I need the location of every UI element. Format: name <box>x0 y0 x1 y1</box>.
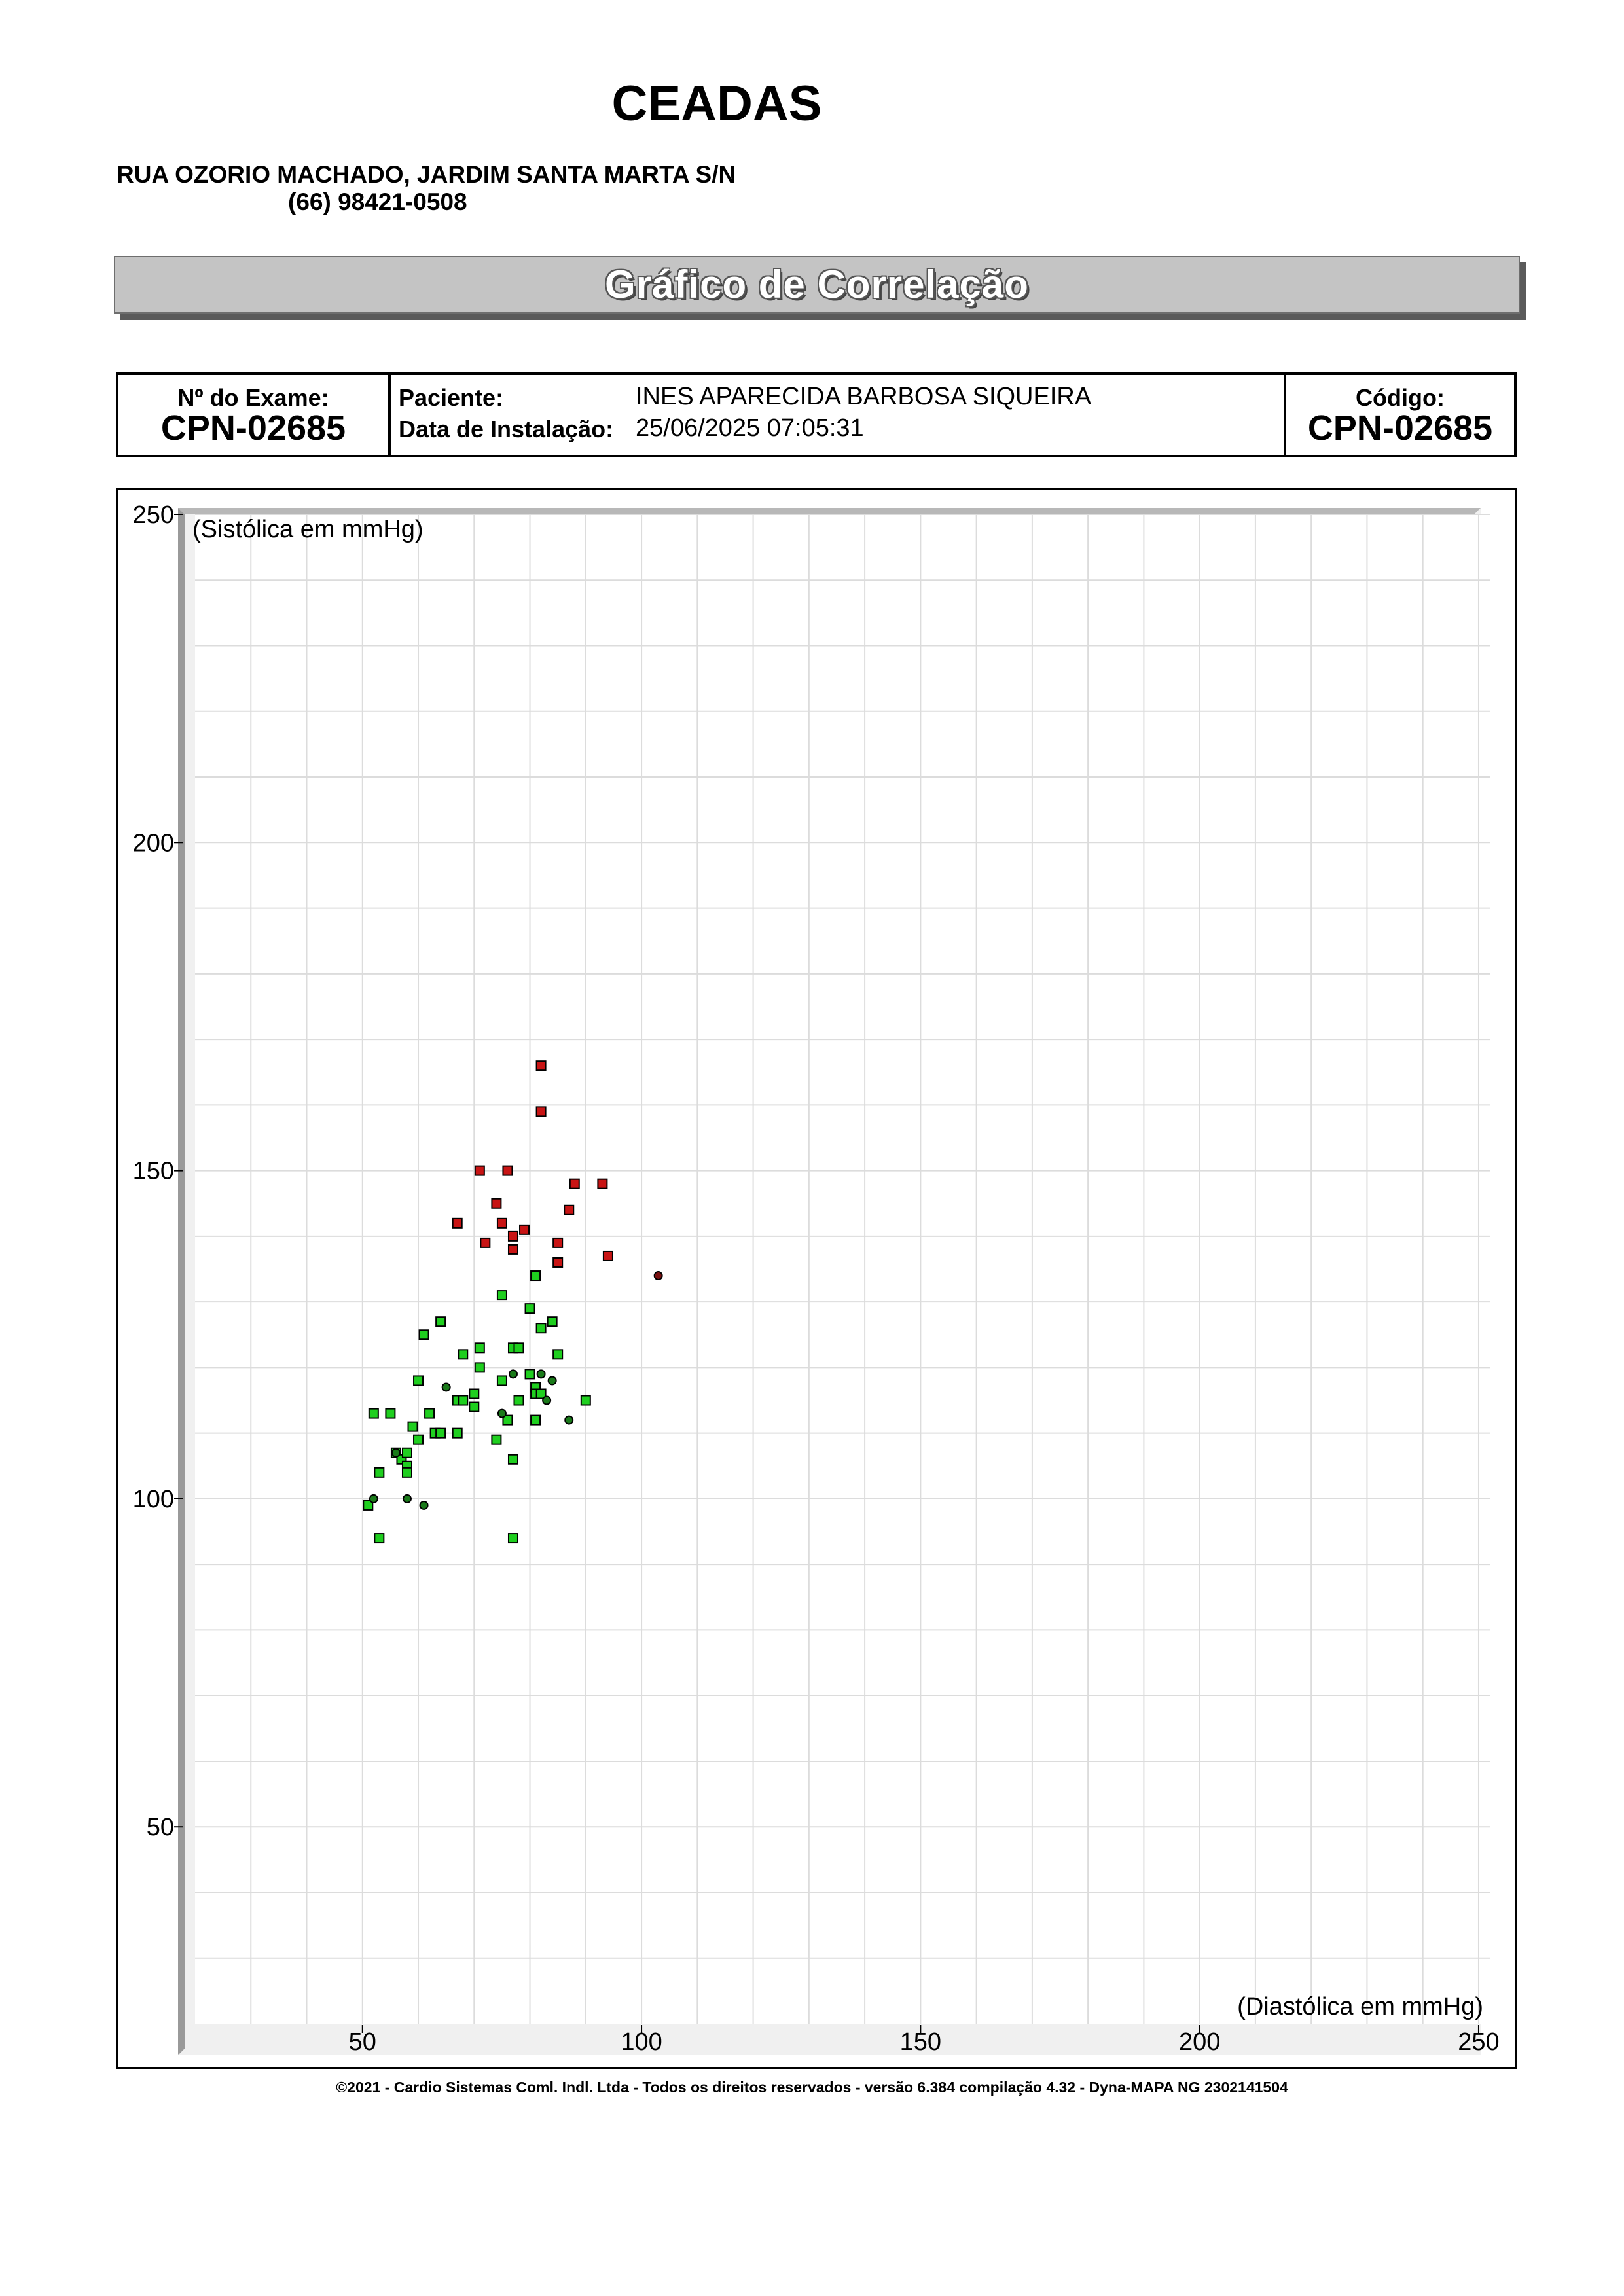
page-title: Gráfico de Correlação <box>605 262 1029 306</box>
patient-label: Paciente: <box>399 384 504 411</box>
data-point-red <box>507 1244 518 1255</box>
plot-area <box>195 514 1490 2024</box>
data-point-green <box>413 1375 424 1386</box>
exam-number-cell: Nº do Exame: CPN-02685 <box>118 375 391 455</box>
y-tick-label: 200 <box>133 829 174 857</box>
data-point-green <box>502 1414 513 1426</box>
data-points <box>363 1060 663 1544</box>
data-point-red <box>535 1060 547 1071</box>
data-point-dark_green <box>419 1500 429 1510</box>
data-point-red <box>507 1230 518 1242</box>
data-point-green <box>474 1342 485 1354</box>
code-label: Código: <box>1356 384 1445 411</box>
data-point-green <box>469 1401 480 1412</box>
data-point-green <box>374 1467 385 1478</box>
data-point-green <box>580 1395 591 1406</box>
data-point-red <box>552 1237 564 1248</box>
data-point-green <box>407 1421 418 1432</box>
code-value: CPN-02685 <box>1307 408 1493 448</box>
clinic-address: RUA OZORIO MACHADO, JARDIM SANTA MARTA S… <box>117 161 736 188</box>
data-point-green <box>535 1323 547 1334</box>
clinic-phone: (66) 98421-0508 <box>288 188 467 215</box>
data-point-red <box>474 1165 485 1176</box>
data-point-green <box>452 1427 463 1439</box>
data-point-green <box>458 1349 469 1360</box>
data-point-green <box>513 1395 524 1406</box>
data-point-green <box>507 1454 518 1465</box>
data-point-green <box>435 1316 446 1327</box>
data-point-green <box>469 1388 480 1399</box>
data-point-green <box>424 1408 435 1419</box>
data-point-green <box>535 1388 547 1399</box>
data-point-dark_red <box>653 1271 663 1281</box>
data-point-green <box>374 1533 385 1544</box>
x-axis-label: (Diastólica em mmHg) <box>1237 1993 1483 2020</box>
exam-info-table: Nº do Exame: CPN-02685 Paciente: INES AP… <box>116 372 1517 457</box>
data-point-green <box>496 1290 507 1301</box>
y-tick-label: 250 <box>133 501 174 529</box>
data-point-green <box>435 1427 446 1439</box>
clinic-name: CEADAS <box>611 76 822 132</box>
data-point-dark_green <box>564 1415 574 1425</box>
data-point-dark_green <box>402 1494 412 1503</box>
data-point-red <box>552 1257 564 1268</box>
data-point-red <box>502 1165 513 1176</box>
data-point-dark_green <box>369 1494 378 1503</box>
data-point-red <box>452 1217 463 1229</box>
plot-frame-top-edge <box>178 508 1481 514</box>
data-point-red <box>519 1224 530 1235</box>
data-point-red <box>496 1217 507 1229</box>
data-point-dark_green <box>391 1448 401 1458</box>
data-point-red <box>602 1250 613 1261</box>
page-title-bar: Gráfico de Correlação <box>114 256 1520 314</box>
data-point-red <box>597 1178 608 1189</box>
data-point-red <box>480 1237 491 1248</box>
install-date-label: Data de Instalação: <box>399 416 614 442</box>
data-point-green <box>401 1447 412 1458</box>
exam-number-label: Nº do Exame: <box>177 384 329 411</box>
footer-copyright: ©2021 - Cardio Sistemas Coml. Indl. Ltda… <box>336 2079 1288 2096</box>
data-point-dark_green <box>508 1369 518 1379</box>
data-point-dark_green <box>547 1376 557 1386</box>
data-point-dark_green <box>542 1395 552 1405</box>
data-point-green <box>530 1270 541 1282</box>
data-point-green <box>524 1303 535 1314</box>
data-point-green <box>491 1434 502 1445</box>
data-point-green <box>413 1434 424 1445</box>
data-point-green <box>524 1369 535 1380</box>
exam-number-value: CPN-02685 <box>160 408 346 448</box>
data-point-green <box>496 1375 507 1386</box>
data-point-green <box>401 1467 412 1478</box>
patient-name: INES APARECIDA BARBOSA SIQUEIRA <box>636 383 1092 410</box>
code-cell: Código: CPN-02685 <box>1286 375 1514 455</box>
data-point-green <box>385 1408 396 1419</box>
data-point-dark_green <box>497 1408 507 1418</box>
data-point-green <box>507 1533 518 1544</box>
data-point-red <box>569 1178 580 1189</box>
data-point-green <box>458 1395 469 1406</box>
y-tick-label: 150 <box>133 1158 174 1185</box>
data-point-green <box>513 1342 524 1354</box>
data-point-red <box>491 1198 502 1209</box>
y-axis-label: (Sistólica em mmHg) <box>192 516 424 543</box>
data-point-dark_green <box>441 1382 451 1392</box>
data-point-red <box>535 1106 547 1117</box>
y-tick-label: 100 <box>133 1486 174 1513</box>
patient-cell: Paciente: INES APARECIDA BARBOSA SIQUEIR… <box>391 375 1286 455</box>
data-point-green <box>530 1414 541 1426</box>
data-point-dark_green <box>536 1369 546 1379</box>
data-point-green <box>418 1329 429 1340</box>
data-point-red <box>564 1204 575 1215</box>
data-point-green <box>363 1499 374 1511</box>
correlation-chart: 50 100 150 200 250 50 100 150 200 250 (Sistólica … <box>116 488 1517 2069</box>
data-point-green <box>368 1408 379 1419</box>
y-tick-label: 50 <box>147 1814 174 1841</box>
data-point-green <box>474 1362 485 1373</box>
data-point-green <box>547 1316 558 1327</box>
plot-frame-left-edge <box>178 508 185 2055</box>
data-point-green <box>552 1349 564 1360</box>
install-date-value: 25/06/2025 07:05:31 <box>636 414 864 442</box>
